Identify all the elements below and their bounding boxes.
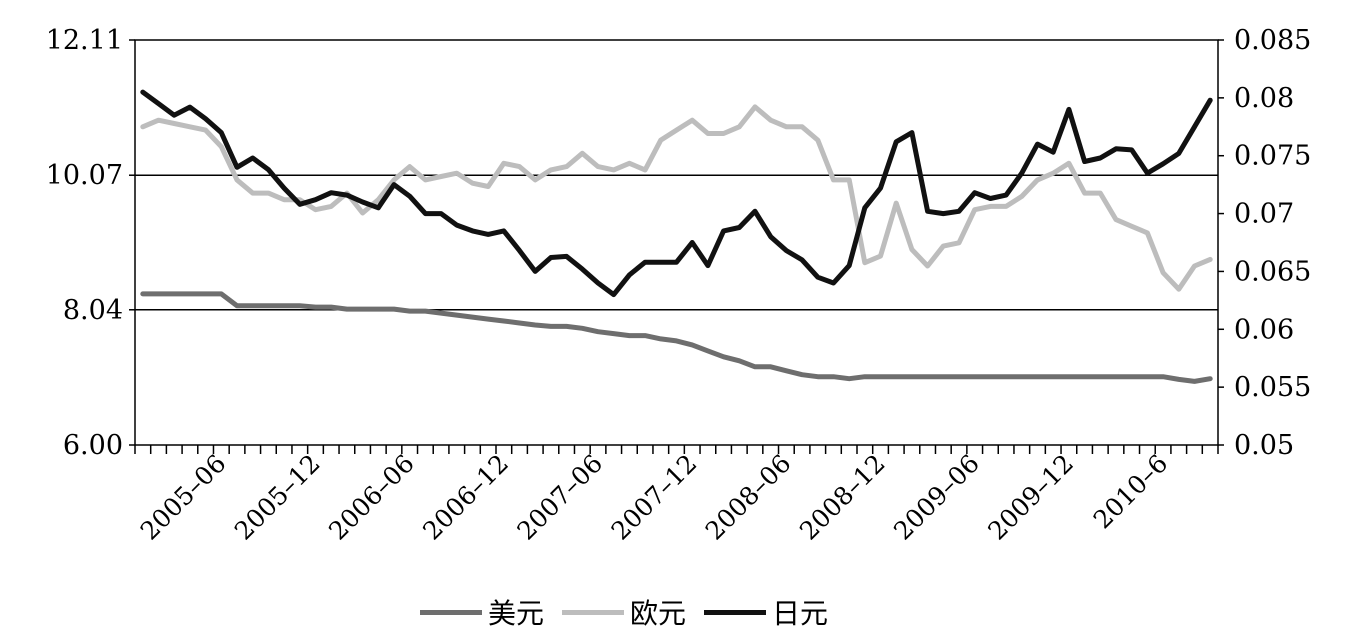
y-right-tick-label: 0.05 xyxy=(1234,430,1294,461)
y-right-tick-label: 0.075 xyxy=(1234,141,1311,172)
legend-swatch xyxy=(704,609,767,615)
y-right-tick-label: 0.065 xyxy=(1234,256,1311,287)
y-left-tick-label: 6.00 xyxy=(63,430,123,461)
legend-swatch xyxy=(562,609,625,615)
legend-item: 欧元 xyxy=(562,592,686,632)
y-right-tick-label: 0.085 xyxy=(1234,25,1311,56)
legend-label: 欧元 xyxy=(630,597,687,630)
y-right-tick-label: 0.07 xyxy=(1234,199,1294,230)
legend-label: 日元 xyxy=(772,597,829,630)
plot-frame xyxy=(134,39,1219,446)
legend-item: 日元 xyxy=(704,592,828,632)
y-left-tick-label: 10.07 xyxy=(46,160,123,191)
x-tick-label: 2006–06 xyxy=(323,449,420,546)
legend: 美元 欧元 日元 xyxy=(420,592,846,632)
x-tick-label: 2010–6 xyxy=(1088,449,1174,535)
series-line xyxy=(140,291,1213,384)
x-tick-label: 2008–06 xyxy=(700,449,797,546)
y-left-tick-label: 8.04 xyxy=(63,295,123,326)
legend-item: 美元 xyxy=(420,592,544,632)
x-tick-label: 2008–12 xyxy=(794,449,891,546)
x-tick-label: 2005–12 xyxy=(229,449,326,546)
legend-label: 美元 xyxy=(488,597,545,630)
y-left-tick-label: 12.11 xyxy=(46,25,123,56)
series-line xyxy=(140,104,1213,292)
x-tick-label: 2007–12 xyxy=(606,449,703,546)
x-tick-label: 2009–06 xyxy=(888,449,985,546)
series-line xyxy=(140,89,1213,298)
x-tick-label: 2007–06 xyxy=(511,449,608,546)
y-right-tick-label: 0.055 xyxy=(1234,372,1311,403)
y-right-tick-label: 0.06 xyxy=(1234,314,1294,345)
x-tick-label: 2009–12 xyxy=(982,449,1079,546)
x-tick-label: 2006–12 xyxy=(417,449,514,546)
y-right-tick-label: 0.08 xyxy=(1234,83,1294,114)
legend-swatch xyxy=(420,609,482,615)
x-tick-label: 2005–06 xyxy=(135,449,232,546)
